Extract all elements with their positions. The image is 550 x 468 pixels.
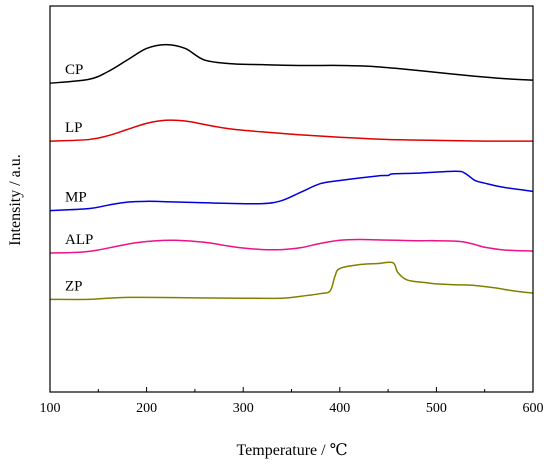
series-labels: CP LP MP ALP ZP [65,62,93,294]
series-line-cp [49,43,534,84]
series-line-zp [49,261,534,301]
series-line-alp [49,238,534,254]
y-axis-title: Intensity / a.u. [7,154,24,246]
x-tick-label: 200 [136,401,157,416]
series-line-lp [49,119,534,142]
series-line-mp [49,170,534,212]
series-label-cp: CP [65,62,83,78]
x-tick-labels: 100 200 300 400 500 600 [40,401,544,416]
tick-marks [49,387,534,392]
series-label-alp: ALP [65,232,93,248]
x-tick-label: 400 [329,401,350,416]
series-lines [49,43,534,301]
x-axis-title: Temperature / ℃ [237,442,348,459]
x-tick-label: 600 [523,401,544,416]
series-label-lp: LP [65,120,83,136]
series-label-mp: MP [65,190,87,206]
series-label-zp: ZP [65,278,83,294]
x-tick-label: 300 [233,401,254,416]
plot-frame [49,5,534,393]
x-tick-label: 100 [40,401,61,416]
x-tick-label: 500 [426,401,447,416]
